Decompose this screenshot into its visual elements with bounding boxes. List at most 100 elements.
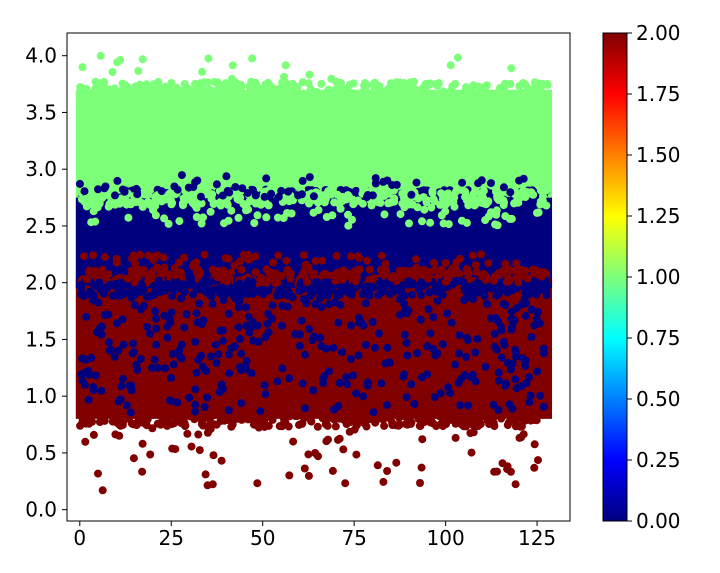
scatter-point bbox=[140, 266, 148, 274]
scatter-point bbox=[508, 359, 517, 368]
scatter-point bbox=[192, 258, 201, 267]
scatter-point bbox=[264, 201, 273, 210]
scatter-point bbox=[406, 419, 415, 428]
scatter-point bbox=[142, 80, 151, 89]
x-tick-label: 50 bbox=[250, 526, 275, 550]
scatter-point bbox=[151, 201, 160, 210]
scatter-point bbox=[253, 211, 262, 220]
scatter-point bbox=[418, 435, 427, 444]
scatter-point bbox=[224, 350, 233, 359]
scatter-point bbox=[347, 88, 355, 97]
scatter-point bbox=[261, 390, 270, 399]
scatter-point bbox=[203, 393, 212, 402]
scatter-point bbox=[532, 314, 541, 323]
scatter-point bbox=[354, 351, 363, 360]
scatter-point bbox=[336, 300, 345, 309]
scatter-point bbox=[407, 190, 416, 199]
scatter-point bbox=[234, 298, 243, 307]
scatter-point bbox=[533, 367, 542, 376]
scatter-point bbox=[426, 329, 435, 338]
scatter-point bbox=[156, 281, 165, 290]
scatter-point bbox=[114, 346, 123, 355]
scatter-point bbox=[493, 221, 502, 230]
scatter-point bbox=[136, 355, 145, 363]
scatter-point bbox=[479, 90, 488, 99]
scatter-point bbox=[395, 295, 404, 304]
x-axis: 0 25 50 75 100 125 bbox=[73, 521, 556, 550]
scatter-point bbox=[348, 215, 356, 224]
scatter-point bbox=[495, 285, 504, 294]
scatter-point bbox=[243, 409, 252, 418]
scatter-point bbox=[208, 480, 217, 489]
scatter-point bbox=[200, 250, 209, 259]
scatter-point bbox=[370, 78, 379, 87]
scatter-point bbox=[374, 329, 383, 338]
scatter-point bbox=[416, 315, 425, 324]
scatter-point bbox=[191, 337, 200, 346]
scatter-point bbox=[300, 350, 309, 359]
scatter-point bbox=[210, 78, 219, 86]
scatter-point bbox=[459, 90, 468, 99]
scatter-point bbox=[253, 479, 262, 488]
scatter-point bbox=[192, 368, 201, 377]
colorbar-tick-label: 2.00 bbox=[636, 21, 681, 45]
scatter-point bbox=[536, 391, 545, 400]
scatter-point bbox=[404, 306, 413, 315]
scatter-point bbox=[456, 401, 465, 410]
scatter-point bbox=[200, 78, 209, 87]
scatter-point bbox=[303, 411, 312, 420]
scatter-point bbox=[469, 81, 478, 90]
scatter-point bbox=[98, 265, 107, 274]
scatter-point bbox=[146, 450, 155, 459]
scatter-point bbox=[309, 208, 318, 217]
scatter-point bbox=[331, 422, 340, 431]
scatter-point bbox=[371, 174, 380, 183]
scatter-point bbox=[526, 391, 535, 400]
scatter-point bbox=[342, 373, 351, 382]
scatter-point bbox=[396, 310, 405, 319]
scatter-point bbox=[138, 55, 147, 64]
scatter-point bbox=[153, 263, 161, 272]
scatter-point bbox=[492, 185, 501, 194]
scatter-point bbox=[359, 392, 368, 401]
scatter-point bbox=[78, 63, 87, 72]
scatter-point bbox=[181, 422, 190, 430]
scatter-point bbox=[512, 259, 521, 268]
scatter-point bbox=[168, 292, 177, 301]
scatter-point bbox=[419, 271, 428, 280]
scatter-point bbox=[132, 286, 141, 295]
scatter-point bbox=[140, 186, 149, 195]
y-tick-label: 1.0 bbox=[25, 384, 57, 408]
scatter-point bbox=[155, 84, 164, 93]
scatter-point bbox=[539, 402, 548, 411]
scatter-point bbox=[161, 364, 170, 373]
scatter-point bbox=[301, 404, 310, 413]
scatter-point bbox=[251, 191, 260, 200]
scatter-point bbox=[278, 422, 286, 431]
scatter-point bbox=[98, 486, 107, 495]
scatter-point bbox=[476, 412, 485, 421]
scatter-point bbox=[103, 409, 111, 418]
scatter-point bbox=[224, 309, 233, 318]
scatter-point bbox=[418, 217, 426, 226]
scatter-point bbox=[529, 265, 538, 274]
scatter-point bbox=[525, 286, 534, 295]
scatter-point bbox=[392, 458, 401, 467]
scatter-point bbox=[269, 269, 278, 278]
scatter-point bbox=[507, 325, 516, 334]
scatter-point bbox=[521, 189, 530, 198]
scatter-point bbox=[223, 286, 232, 294]
scatter-point bbox=[434, 409, 443, 418]
scatter-point bbox=[389, 272, 398, 281]
scatter-points bbox=[75, 51, 553, 495]
scatter-point bbox=[524, 84, 532, 93]
scatter-point bbox=[154, 363, 163, 372]
scatter-point bbox=[206, 207, 215, 216]
colorbar-tick-label: 0.75 bbox=[636, 326, 681, 350]
scatter-point bbox=[353, 252, 362, 261]
scatter-point bbox=[322, 419, 331, 428]
scatter-point bbox=[307, 85, 316, 94]
scatter-point bbox=[438, 340, 447, 349]
scatter-point bbox=[247, 414, 256, 423]
scatter-point bbox=[390, 283, 399, 292]
